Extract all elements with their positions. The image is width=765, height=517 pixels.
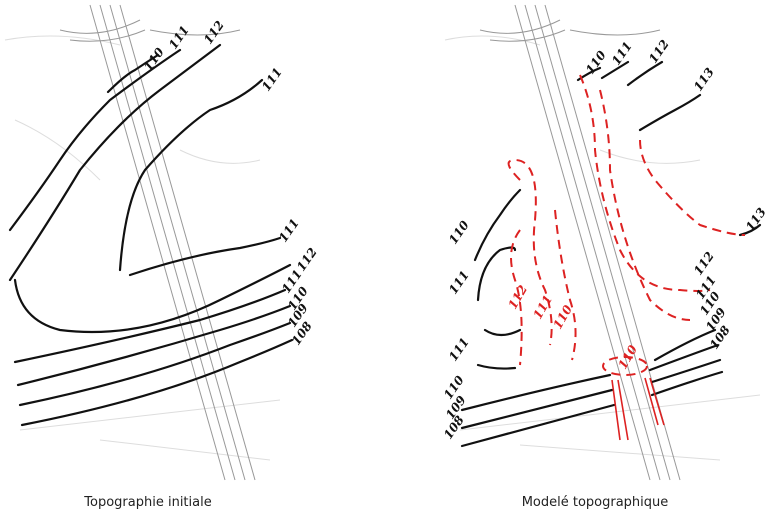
contour-label: 113: [743, 205, 765, 234]
contour-label: 112: [201, 18, 227, 47]
contour-label: 110: [583, 48, 609, 77]
contour-label: 111: [166, 23, 192, 52]
contour-label: 111: [446, 268, 472, 297]
contour-label: 111: [276, 216, 302, 245]
contour-label: 113: [691, 65, 717, 94]
contour-label: 111: [259, 65, 285, 94]
sketches: Topographie initiale11011111211111111211…: [0, 0, 765, 517]
caption: Topographie initiale: [83, 495, 211, 510]
caption: Modelé topographique: [522, 495, 669, 510]
contour-label: 112: [294, 245, 320, 274]
contour-label-red: 110: [615, 342, 640, 371]
contour-label: 110: [141, 45, 167, 74]
contour-label: 112: [646, 37, 672, 66]
contour-label-red: 112: [505, 283, 530, 312]
contour-label: 111: [609, 39, 635, 68]
contour-label: 112: [691, 249, 717, 278]
left-sketch: [5, 5, 292, 480]
contour-label: 111: [446, 335, 472, 364]
contour-label: 110: [446, 218, 472, 247]
figure: Topographie initiale11011111211111111211…: [0, 0, 765, 517]
